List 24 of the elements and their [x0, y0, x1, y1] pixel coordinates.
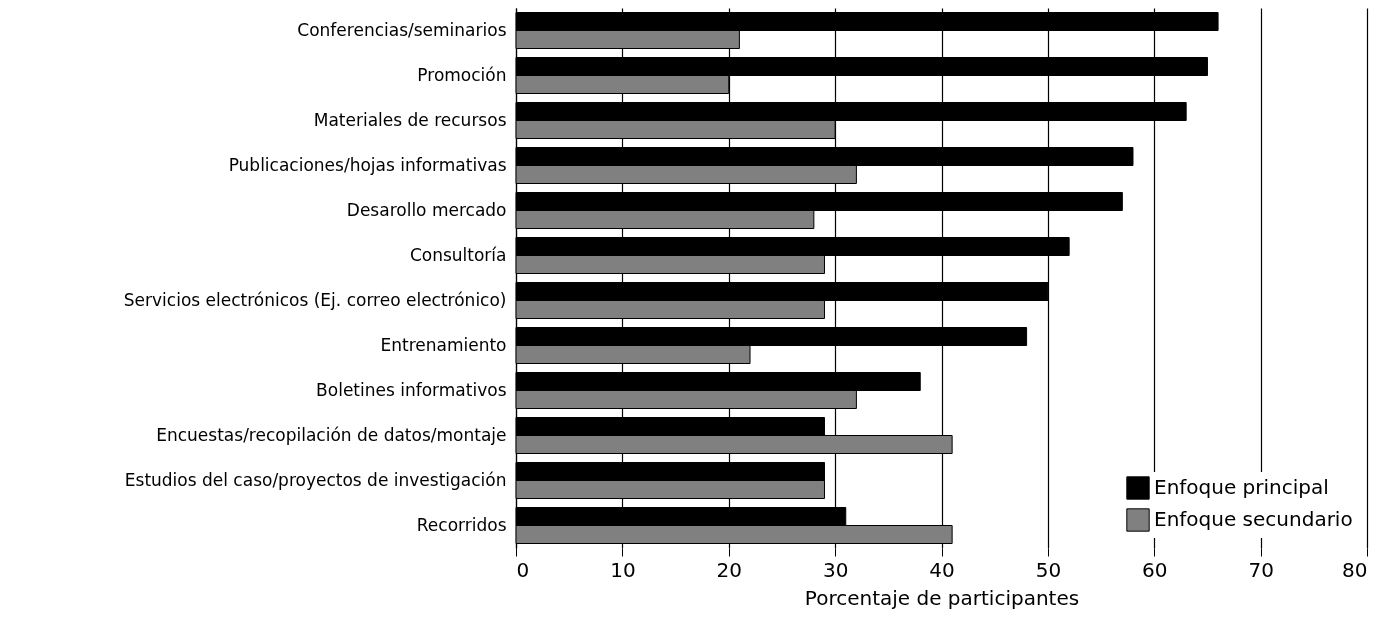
y-tick-label: Promoción [417, 64, 507, 85]
x-tick-label: 30 [822, 557, 849, 582]
x-tick-label: 40 [929, 557, 955, 582]
y-tick-label: Conferencias/seminarios [297, 19, 507, 40]
x-tick-label: 50 [1035, 557, 1062, 582]
y-tick-label: Desarollo mercado [346, 199, 507, 220]
x-tick-label: 70 [1248, 557, 1274, 582]
y-tick-label: Servicios electrónicos (Ej. correo electrónico) [123, 289, 507, 310]
y-tick-label: Estudios del caso/proyectos de investigación [124, 469, 507, 490]
x-tick-label: 80 [1342, 557, 1368, 582]
y-tick-label: Entrenamiento [380, 334, 507, 355]
x-tick-label: 10 [610, 557, 636, 582]
x-tick-label: 20 [716, 557, 742, 582]
x-tick-label: 60 [1142, 557, 1168, 582]
y-tick-label: Consultoría [409, 244, 507, 265]
legend-label: Enfoque secundario [1154, 507, 1353, 531]
y-tick-label: Materiales de recursos [313, 109, 507, 130]
x-tick-label: 0 [516, 557, 530, 582]
y-tick-label: Boletines informativos [316, 379, 507, 400]
y-tick-label: Publicaciones/hojas informativas [228, 154, 507, 175]
x-axis-title: Porcentaje de participantes [804, 585, 1080, 610]
y-tick-label: Recorridos [416, 514, 507, 535]
y-tick-label: Encuestas/recopilación de datos/montaje [156, 424, 507, 445]
legend-label: Enfoque principal [1154, 475, 1329, 499]
